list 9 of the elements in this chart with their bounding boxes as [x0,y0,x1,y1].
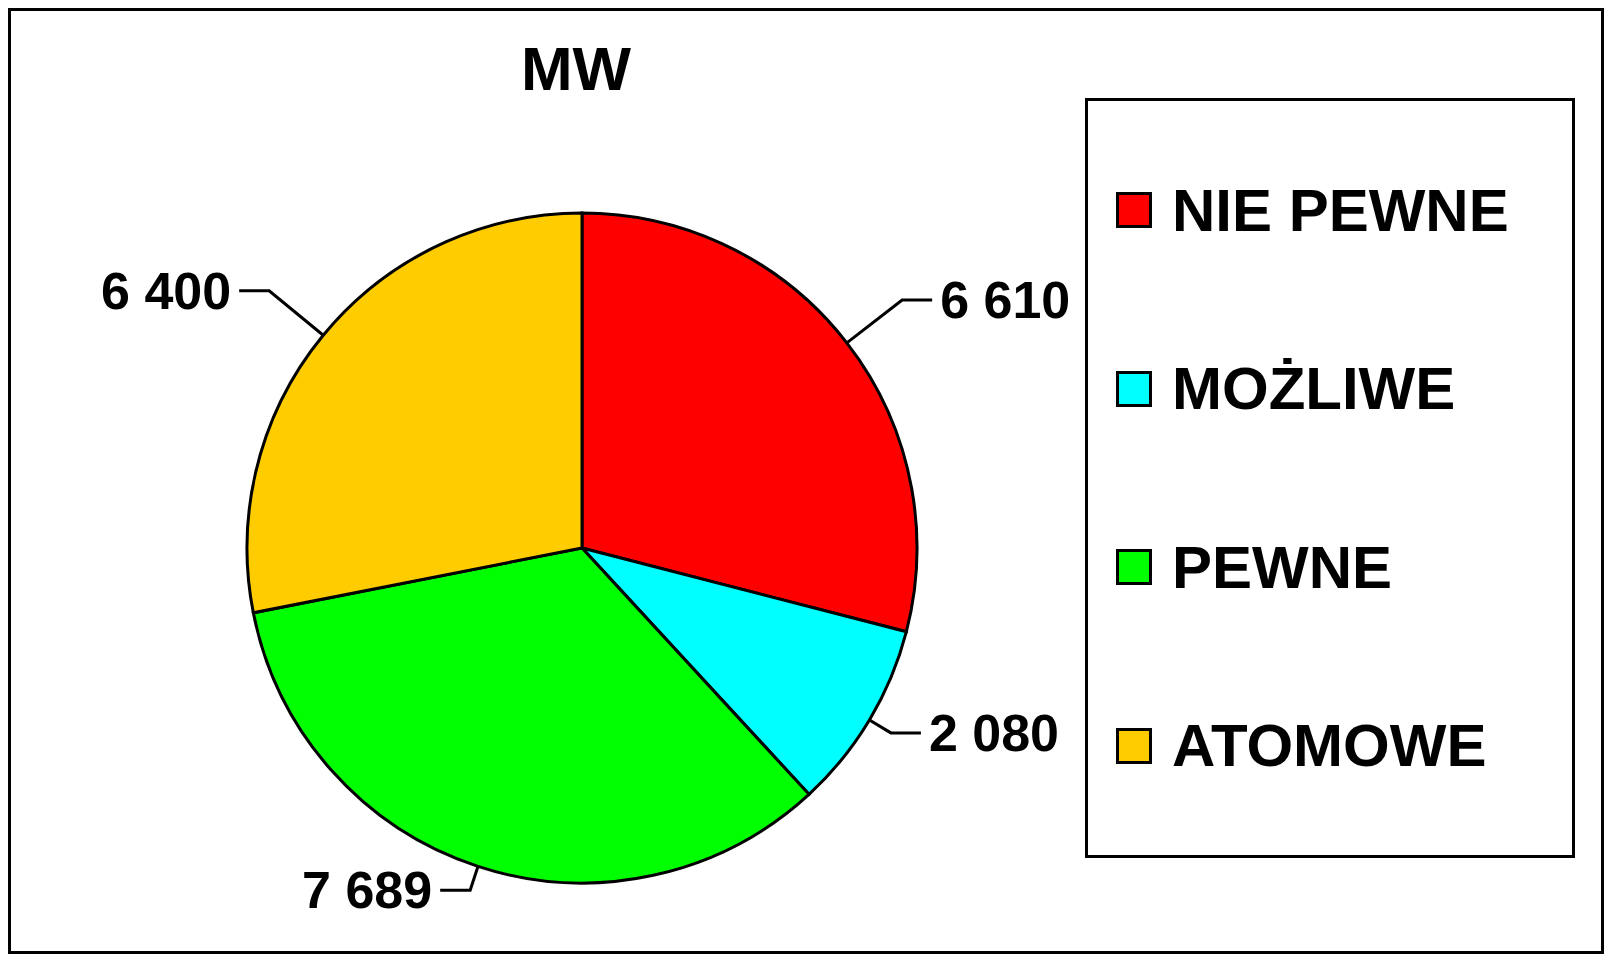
legend-label: NIE PEWNE [1172,175,1509,245]
legend-label: PEWNE [1172,532,1393,602]
chart-title: MW [519,33,633,104]
data-label: 6 610 [940,270,1071,329]
legend-label: ATOMOWE [1172,711,1487,781]
data-label: 6 400 [101,261,232,320]
data-label: 7 689 [302,861,433,920]
data-label: 2 080 [928,703,1060,762]
legend-label: MOŻLIWE [1172,354,1456,424]
